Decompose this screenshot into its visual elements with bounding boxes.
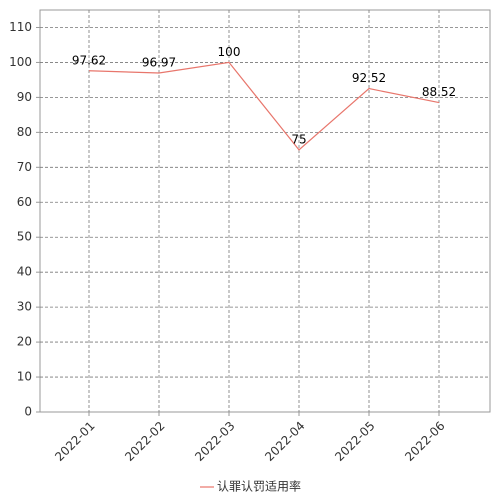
legend-label: 认罪认罚适用率 [217,479,301,494]
y-tick-label: 50 [17,230,32,244]
y-tick-label: 110 [9,20,32,34]
y-tick-label: 60 [17,195,32,209]
x-tick-label: 2022-02 [122,419,167,464]
y-tick-label: 0 [24,405,32,419]
data-label: 92.52 [352,71,386,85]
y-tick-label: 30 [17,300,32,314]
y-tick-label: 80 [17,125,32,139]
data-label: 75 [291,132,306,146]
plot-area [39,9,491,413]
x-tick-label: 2022-03 [192,419,237,464]
data-label: 96.97 [142,56,176,70]
data-label: 100 [218,45,241,59]
y-tick-label: 100 [9,55,32,69]
x-tick-label: 2022-01 [52,419,97,464]
x-tick-label: 2022-06 [402,419,447,464]
data-label: 88.52 [422,85,456,99]
y-tick-label: 40 [17,265,32,279]
data-label: 97.62 [72,53,106,67]
y-tick-label: 90 [17,90,32,104]
x-tick-label: 2022-05 [332,419,377,464]
x-tick-label: 2022-04 [262,419,307,464]
y-tick-label: 20 [17,335,32,349]
y-tick-label: 10 [17,370,32,384]
y-tick-label: 70 [17,160,32,174]
series-line [88,61,440,151]
